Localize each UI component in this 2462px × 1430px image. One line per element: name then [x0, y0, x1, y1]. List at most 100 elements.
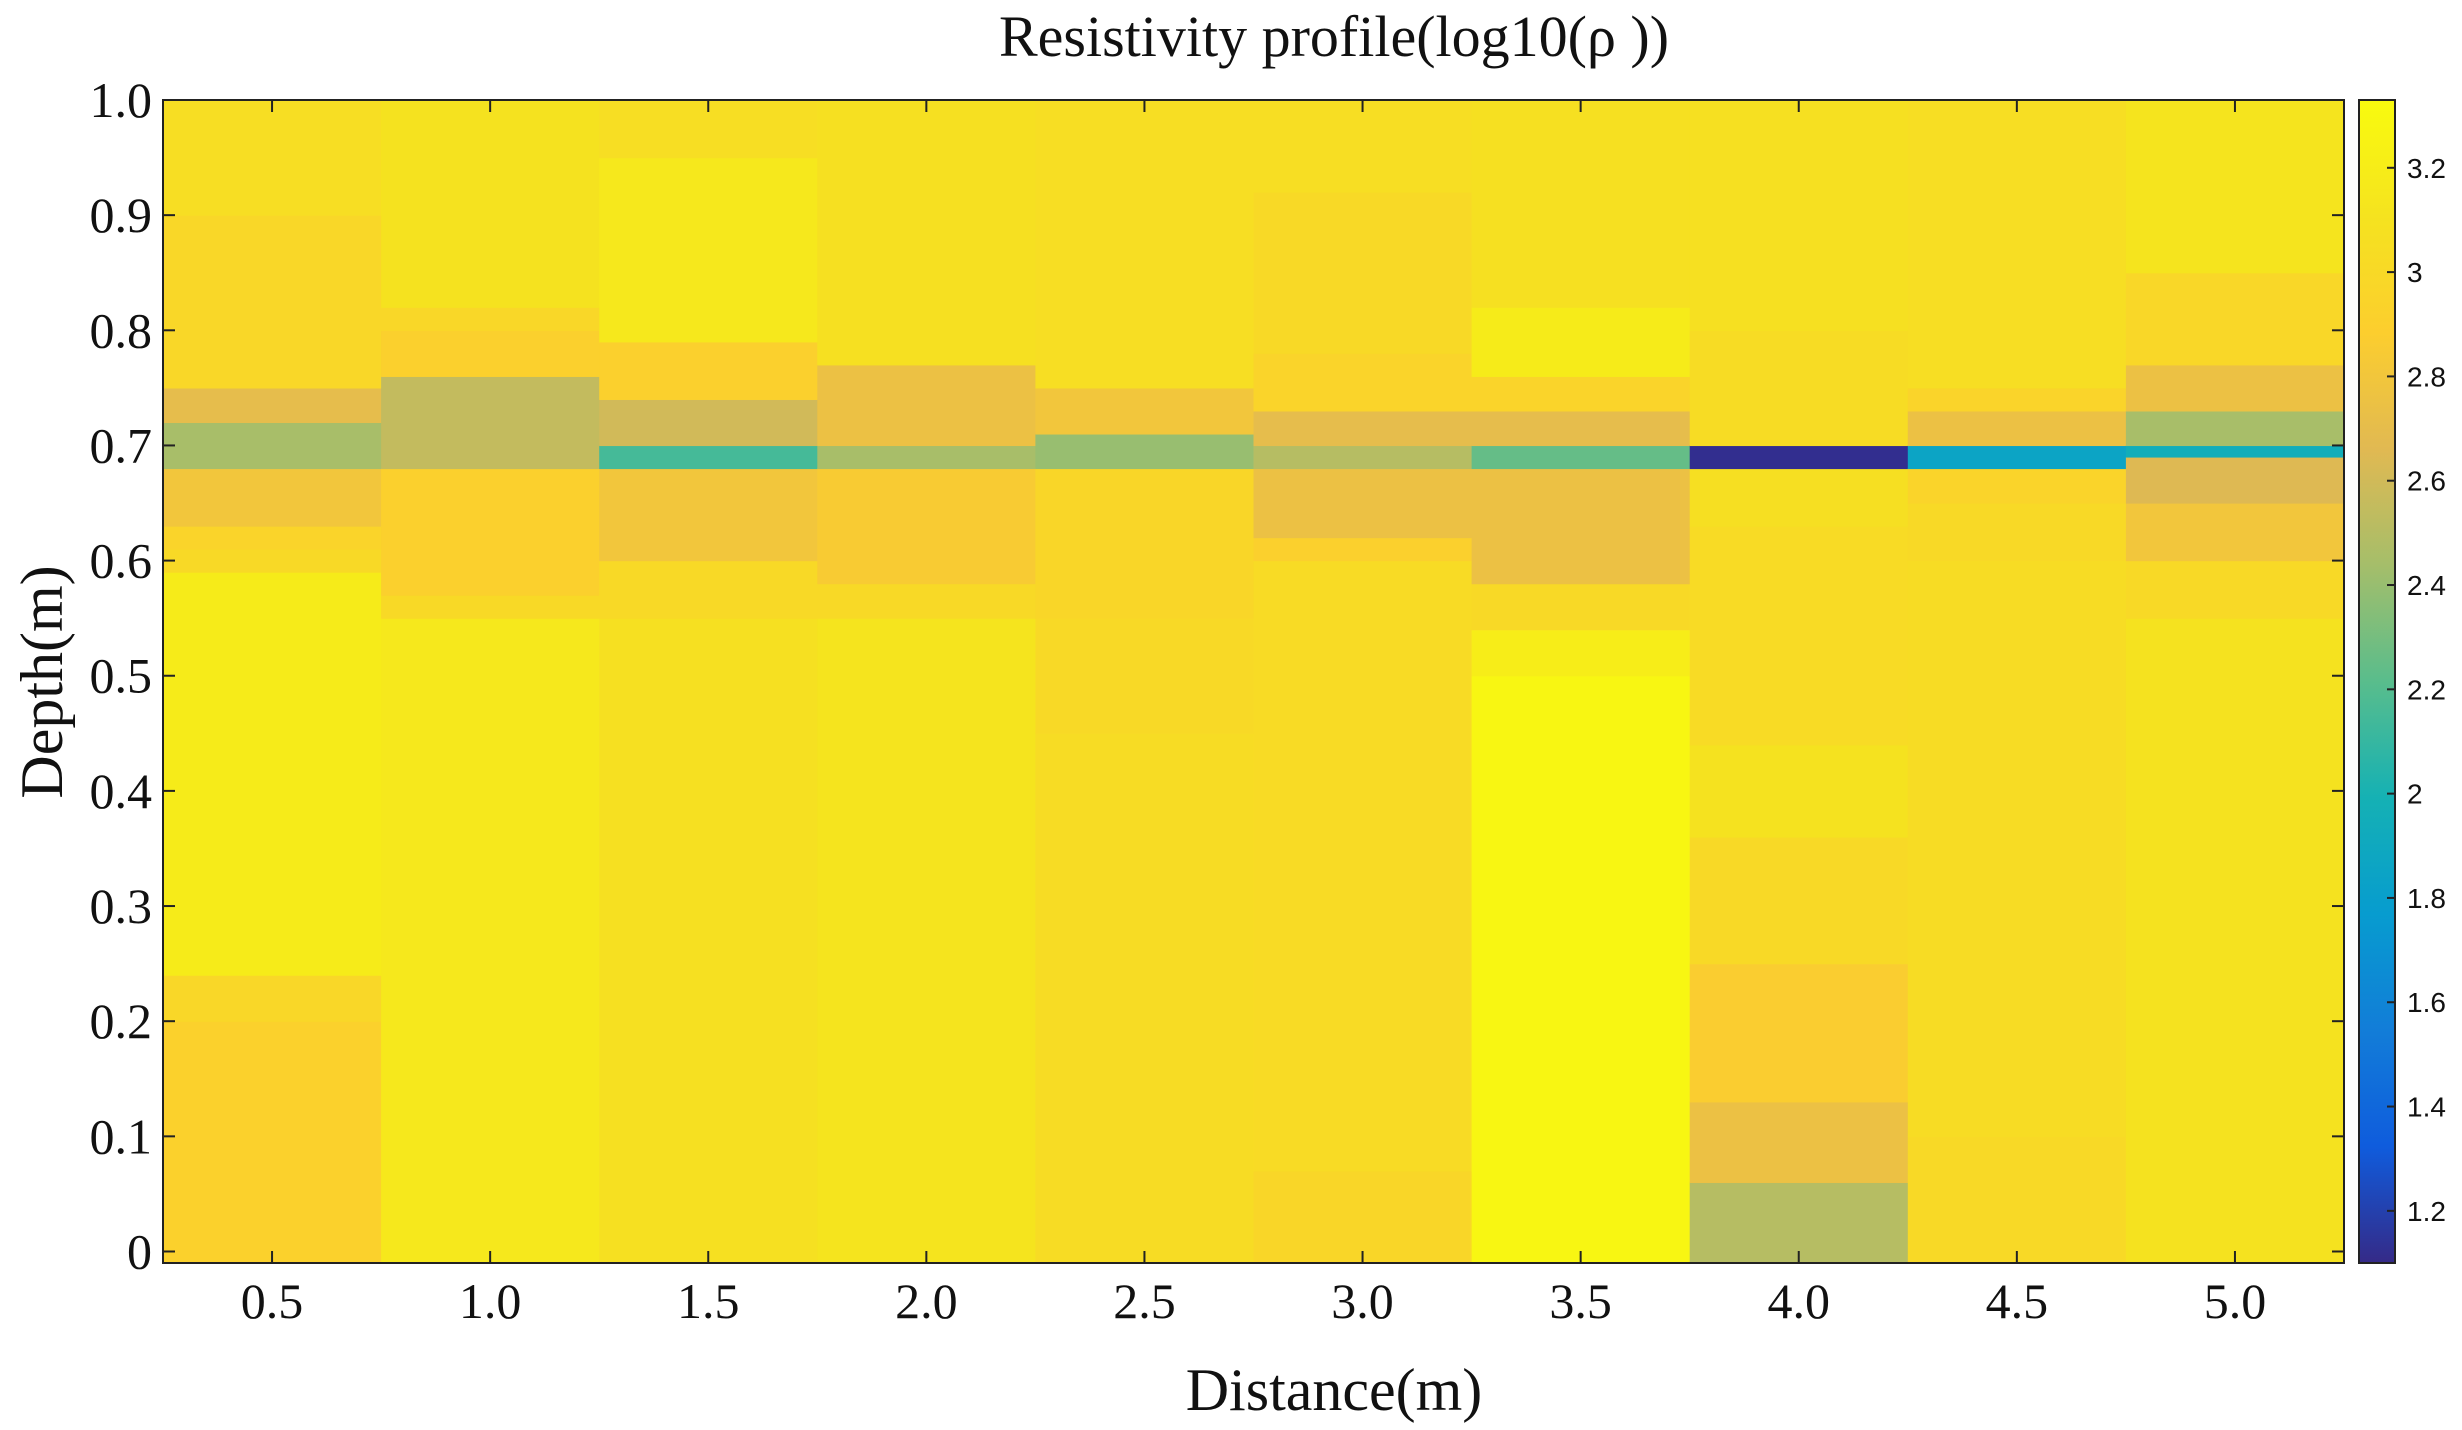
heatmap-cell — [1689, 1182, 1909, 1264]
heatmap-cell — [1035, 618, 1255, 734]
y-tick-label: 0.4 — [90, 763, 153, 819]
x-tick-label: 2.5 — [1113, 1273, 1176, 1329]
heatmap-cell — [1689, 1101, 1909, 1183]
heatmap-cell — [1907, 410, 2127, 447]
colorbar-ticks: 1.2 1.4 1.6 1.8 2 2.2 2.4 2.6 2.8 3 3.2 — [2387, 153, 2446, 1227]
heatmap-cell — [381, 330, 600, 377]
heatmap-cell — [1471, 410, 1691, 447]
heatmap-cell — [1471, 468, 1691, 585]
heatmap-cell — [2125, 618, 2345, 1264]
heatmap-cells — [163, 100, 2345, 1264]
x-tick-label: 3.5 — [1549, 1273, 1612, 1329]
heatmap-cell — [381, 595, 600, 619]
heatmap-cell — [1253, 353, 1473, 412]
heatmap-cell — [817, 100, 1036, 366]
colorbar-tick-label: 2.2 — [2407, 674, 2446, 705]
colorbar-tick-label: 2.6 — [2407, 466, 2446, 497]
heatmap-cell — [1689, 836, 1909, 965]
heatmap-cell — [1689, 526, 1909, 746]
y-tick-label: 0.8 — [90, 302, 153, 358]
heatmap-cell — [599, 445, 818, 470]
heatmap-cell — [1471, 307, 1691, 377]
heatmap-cell — [599, 157, 818, 343]
y-axis-ticks: 0 0.1 0.2 0.3 0.4 0.5 0.6 0.7 0.8 0.9 1.0 — [90, 72, 2344, 1279]
heatmap-cell — [381, 376, 600, 470]
heatmap-cell — [599, 468, 818, 562]
x-tick-label: 5.0 — [2204, 1273, 2267, 1329]
y-tick-label: 0.9 — [90, 187, 153, 243]
heatmap-cell — [817, 468, 1036, 585]
y-tick-label: 0.5 — [90, 648, 153, 704]
heatmap-cell — [2125, 456, 2345, 504]
x-tick-label: 3.0 — [1331, 1273, 1394, 1329]
heatmap-cell — [1253, 468, 1473, 539]
heatmap-cell — [599, 399, 818, 447]
heatmap-cell — [1253, 100, 1473, 193]
y-tick-label: 0.7 — [90, 417, 153, 473]
colorbar-tick-label: 1.8 — [2407, 883, 2446, 914]
heatmap-cell — [163, 549, 382, 573]
heatmap-cell — [1907, 503, 2127, 562]
colorbar-tick-label: 1.6 — [2407, 987, 2446, 1018]
heatmap-cell — [2125, 503, 2345, 562]
heatmap-cell — [381, 100, 600, 308]
heatmap-cell — [2125, 364, 2345, 412]
heatmap-cell — [1471, 629, 1691, 677]
x-tick-label: 4.0 — [1768, 1273, 1831, 1329]
y-axis-label: Depth(m) — [9, 565, 75, 798]
heatmap-cell — [163, 387, 382, 424]
heatmap-cell — [1253, 560, 1473, 1172]
heatmap-cell — [1035, 733, 1255, 1264]
heatmap-cell — [2125, 445, 2345, 458]
x-axis-label: Distance(m) — [1186, 1357, 1483, 1423]
heatmap-cell — [1253, 410, 1473, 447]
heatmap-cell — [381, 618, 600, 1264]
heatmap-cell — [1253, 192, 1473, 354]
y-tick-label: 0.2 — [90, 993, 153, 1049]
y-tick-label: 0 — [127, 1223, 152, 1279]
heatmap-cell — [1253, 445, 1473, 470]
heatmap-cell — [599, 341, 818, 400]
heatmap-cell — [1907, 445, 2127, 470]
colorbar-tick-label: 1.2 — [2407, 1196, 2446, 1227]
heatmap-cell — [1907, 1136, 2127, 1264]
heatmap-cell — [817, 583, 1036, 619]
colorbar-tick-label: 2.4 — [2407, 570, 2446, 601]
plot-frame — [162, 99, 2345, 1264]
heatmap-cell — [163, 975, 382, 1022]
heatmap-cell — [1471, 445, 1691, 470]
heatmap-cell — [163, 468, 382, 527]
heatmap-cell — [1689, 330, 1909, 447]
heatmap-cell — [2125, 100, 2345, 274]
heatmap-cell — [817, 618, 1036, 1264]
colorbar-tick-label: 2 — [2407, 779, 2423, 810]
heatmap-cell — [1689, 100, 1909, 331]
heatmap-cell — [1689, 468, 1909, 527]
heatmap-cell — [1689, 744, 1909, 838]
heatmap-cell — [817, 364, 1036, 447]
heatmap-cell — [163, 1021, 382, 1264]
heatmap-cell — [2125, 410, 2345, 447]
x-tick-label: 2.0 — [895, 1273, 958, 1329]
x-tick-label: 1.0 — [459, 1273, 522, 1329]
x-tick-label: 0.5 — [241, 1273, 304, 1329]
y-tick-label: 0.1 — [90, 1108, 153, 1164]
heatmap-cell — [163, 526, 382, 550]
x-tick-label: 1.5 — [677, 1273, 740, 1329]
heatmap-cell — [163, 100, 382, 216]
heatmap-cell — [1907, 387, 2127, 412]
heatmap-cell — [1689, 445, 1909, 470]
chart-title: Resistivity profile(log10(ρ )) — [999, 4, 1669, 69]
colorbar-tick-label: 1.4 — [2407, 1092, 2446, 1123]
heatmap-cell — [1253, 537, 1473, 562]
heatmap-cell — [817, 445, 1036, 470]
heatmap-cell — [2125, 560, 2345, 619]
heatmap-cell — [1471, 100, 1691, 308]
colorbar — [2358, 99, 2396, 1264]
heatmap-cell — [381, 307, 600, 331]
heatmap-cell — [2125, 272, 2345, 366]
heatmap-cell — [1471, 376, 1691, 412]
x-tick-label: 4.5 — [1986, 1273, 2049, 1329]
heatmap-cell — [599, 560, 818, 619]
